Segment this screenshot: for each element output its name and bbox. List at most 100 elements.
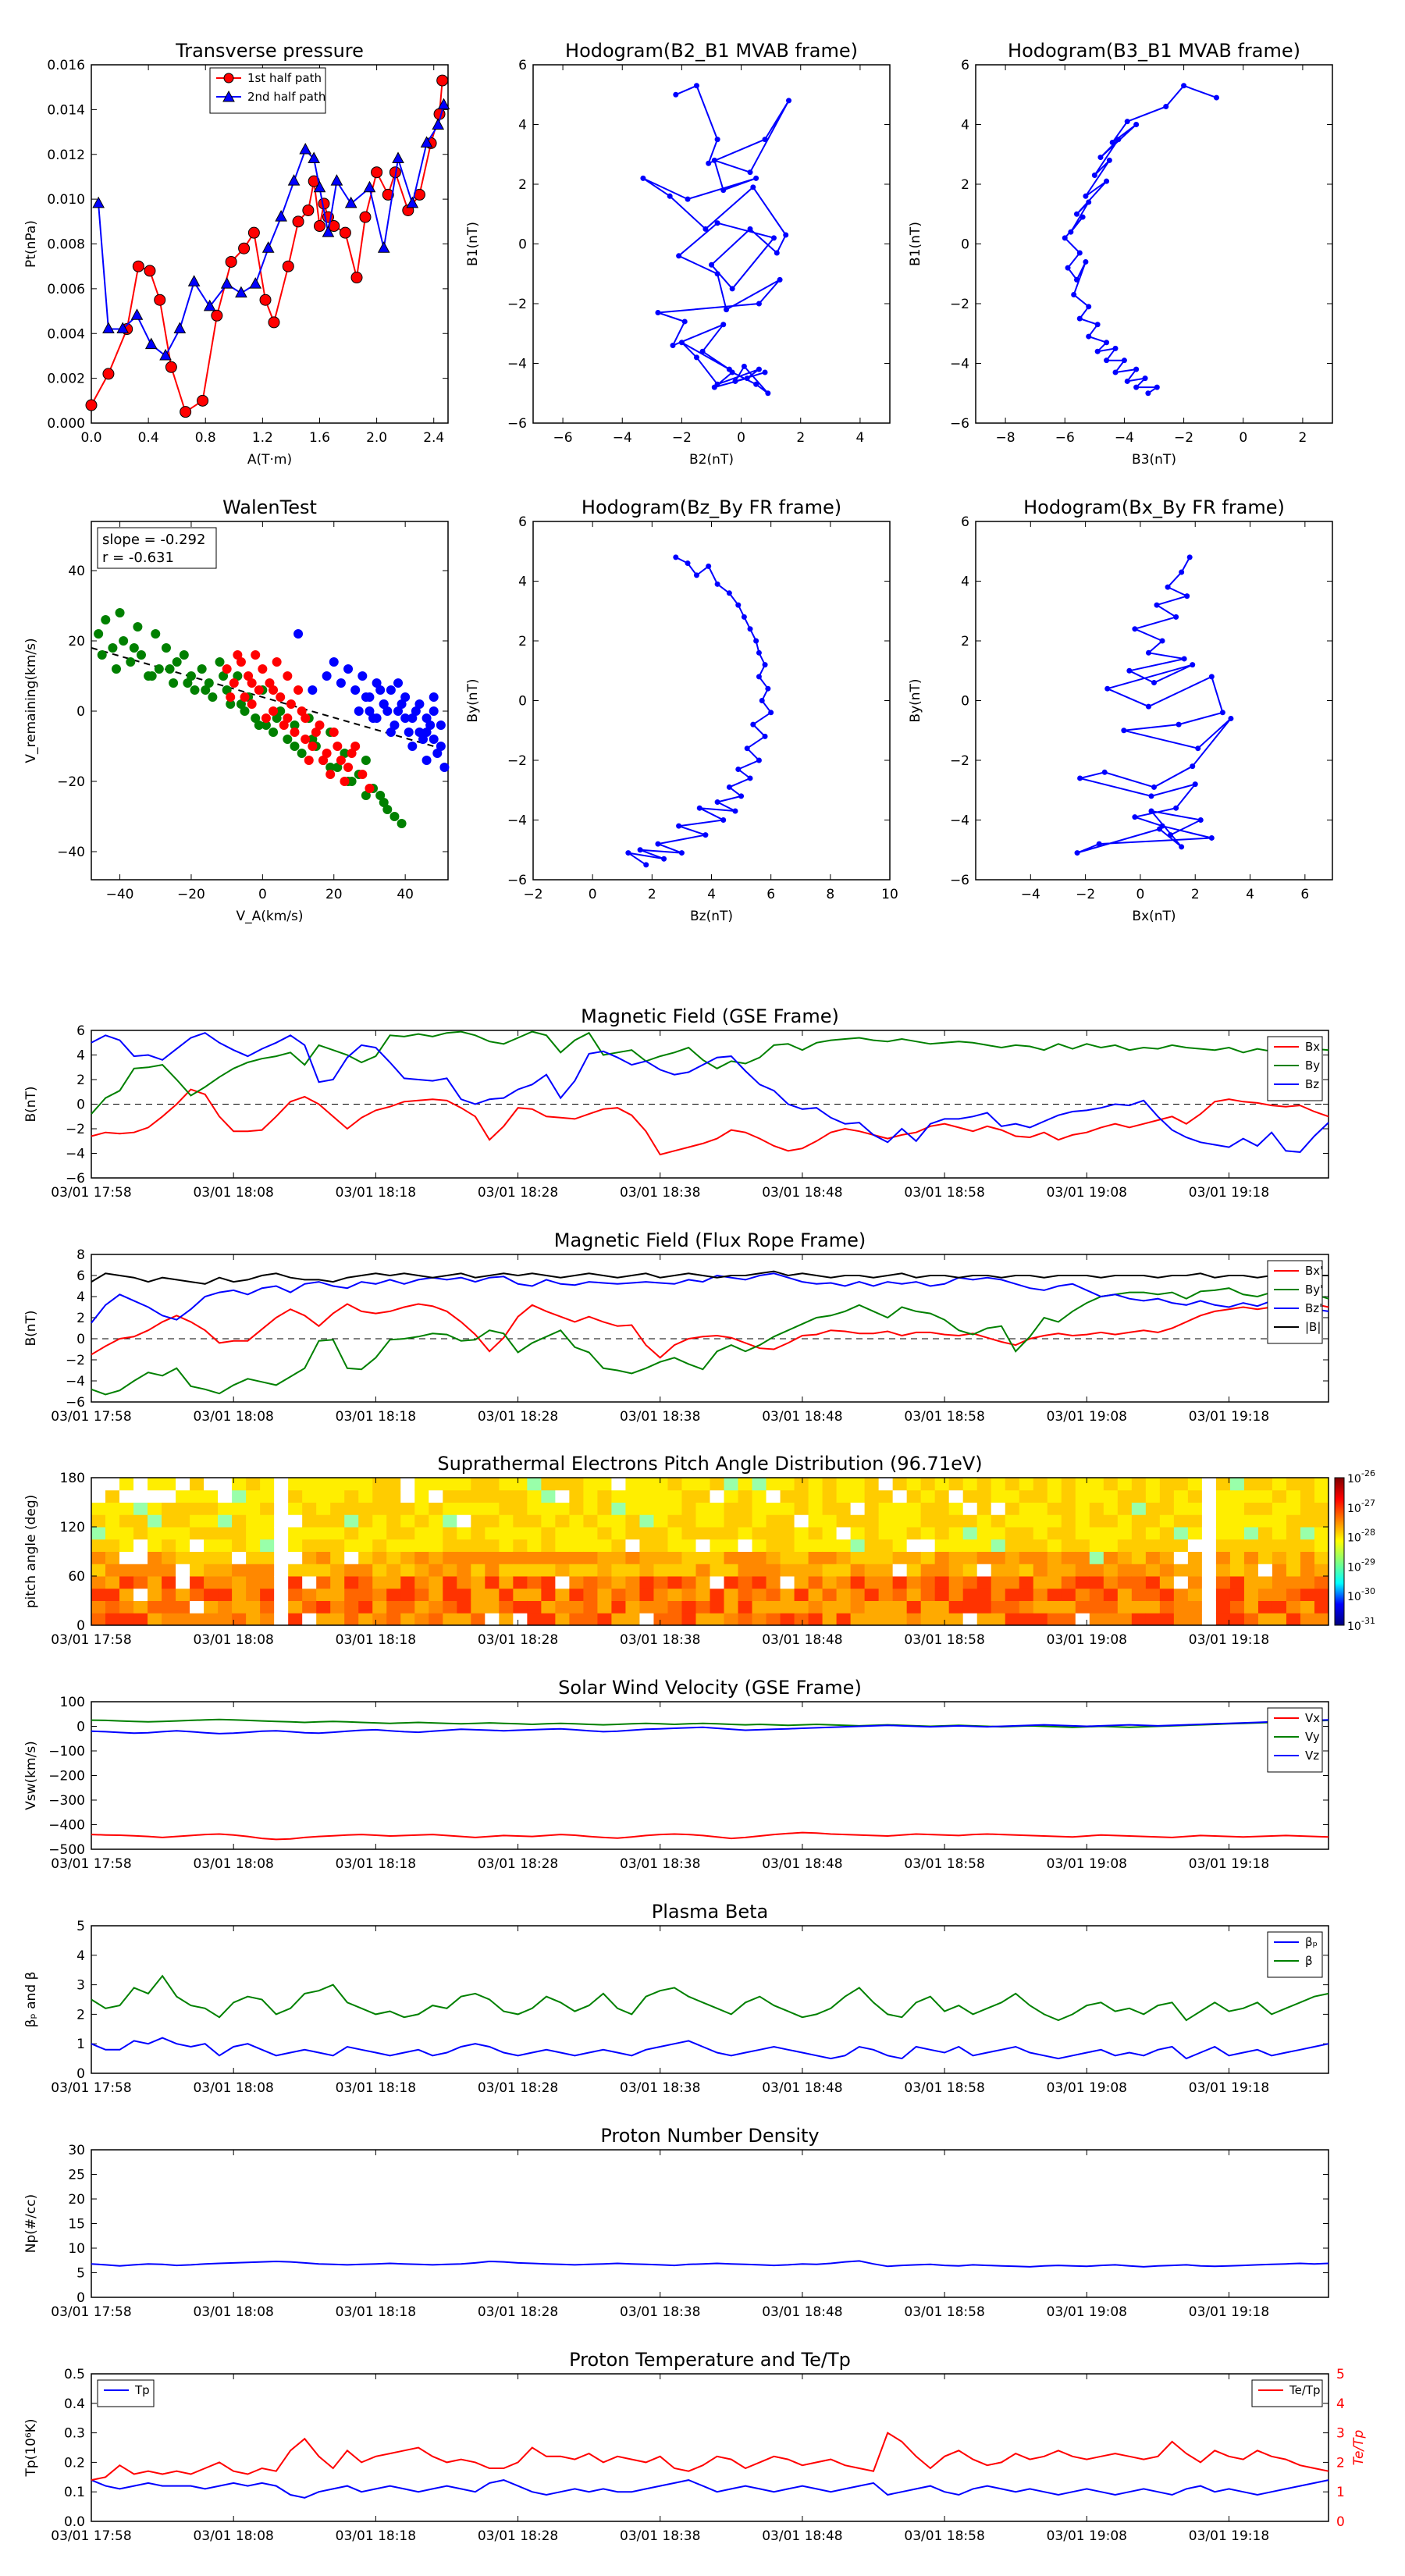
- heatmap-cell: [738, 1489, 753, 1503]
- legend-label: Bz': [1305, 1301, 1322, 1315]
- heatmap-cell: [1075, 1613, 1090, 1626]
- x-tick-label: 03/01 18:38: [620, 2080, 700, 2096]
- data-point: [714, 799, 720, 806]
- data-point: [729, 286, 735, 292]
- heatmap-cell: [920, 1478, 936, 1491]
- data-point: [343, 763, 354, 772]
- heatmap-cell: [934, 1502, 950, 1515]
- heatmap-cell: [822, 1613, 838, 1626]
- heatmap-cell: [274, 1478, 289, 1491]
- heatmap-cell: [330, 1539, 345, 1552]
- y-axis-label: V_remaining(km/s): [23, 638, 39, 763]
- data-point: [770, 235, 777, 241]
- heatmap-cell: [934, 1600, 950, 1614]
- heatmap-cell: [1201, 1613, 1217, 1626]
- heatmap-cell: [190, 1576, 205, 1589]
- heatmap-cell: [513, 1564, 528, 1577]
- data-point: [714, 271, 720, 277]
- heatmap-cell: [541, 1576, 556, 1589]
- heatmap-cell: [569, 1478, 584, 1491]
- heatmap-cell: [162, 1588, 176, 1601]
- heatmap-cell: [569, 1539, 584, 1552]
- data-point: [765, 685, 771, 692]
- heatmap-cell: [499, 1576, 514, 1589]
- heatmap-cell: [527, 1588, 542, 1601]
- data-point: [1148, 808, 1154, 814]
- heatmap-cell: [1047, 1588, 1062, 1601]
- heatmap-cell: [457, 1588, 471, 1601]
- heatmap-cell: [190, 1588, 205, 1601]
- data-point: [1065, 265, 1071, 271]
- data-point: [422, 713, 432, 723]
- heatmap-cell: [1243, 1478, 1259, 1491]
- heatmap-cell: [569, 1527, 584, 1540]
- data-point: [101, 615, 111, 624]
- heatmap-cell: [625, 1588, 640, 1601]
- heatmap-cell: [597, 1551, 612, 1564]
- heatmap-cell: [794, 1613, 809, 1626]
- data-point: [1157, 826, 1163, 832]
- series-By': [91, 1287, 1329, 1396]
- heatmap-cell: [1314, 1539, 1329, 1552]
- heatmap-cell: [485, 1489, 500, 1503]
- heatmap-cell: [1286, 1478, 1301, 1491]
- heatmap-cell: [1145, 1564, 1161, 1577]
- data-point: [1077, 775, 1083, 781]
- data-point: [1074, 850, 1080, 856]
- data-point: [379, 798, 389, 807]
- data-point: [389, 812, 400, 821]
- heatmap-cell: [176, 1551, 190, 1564]
- heatmap-cell: [1201, 1576, 1217, 1589]
- heatmap-cell: [808, 1600, 823, 1614]
- data-point: [1071, 292, 1077, 298]
- x-tick-label: 03/01 18:28: [478, 2304, 558, 2320]
- data-point: [183, 678, 193, 688]
- x-tick-label: 2: [796, 430, 805, 446]
- heatmap-cell: [1061, 1489, 1076, 1503]
- heatmap-cell: [499, 1478, 514, 1491]
- x-tick-label: −4: [1115, 430, 1134, 446]
- x-tick-label: 10: [881, 887, 898, 902]
- heatmap-cell: [1033, 1489, 1048, 1503]
- heatmap-cell: [934, 1551, 950, 1564]
- heatmap-cell: [119, 1600, 134, 1614]
- heatmap-cell: [148, 1588, 162, 1601]
- x-tick-label: 1.2: [252, 430, 273, 446]
- heatmap-cell: [766, 1588, 781, 1601]
- heatmap-cell: [667, 1502, 682, 1515]
- heatmap-cell: [583, 1564, 598, 1577]
- heatmap-cell: [358, 1527, 373, 1540]
- heatmap-cell: [1117, 1489, 1133, 1503]
- legend-label: Bx': [1305, 1264, 1323, 1278]
- heatmap-cell: [176, 1539, 190, 1552]
- heatmap-cell: [752, 1600, 767, 1614]
- heatmap-cell: [1005, 1502, 1020, 1515]
- data-point: [173, 322, 187, 334]
- heatmap-cell: [499, 1588, 514, 1601]
- heatmap-cell: [274, 1514, 289, 1528]
- legend-label: 2nd half path: [247, 90, 325, 104]
- heatmap-cell: [204, 1576, 219, 1589]
- heatmap-cell: [274, 1502, 289, 1515]
- heatmap-cell: [1201, 1551, 1217, 1564]
- heatmap-cell: [850, 1551, 866, 1564]
- heatmap-cell: [429, 1588, 443, 1601]
- heatmap-cell: [639, 1600, 654, 1614]
- heatmap-cell: [1187, 1514, 1203, 1528]
- legend-label: Bx: [1305, 1040, 1320, 1054]
- heatmap-cell: [836, 1564, 852, 1577]
- heatmap-cell: [555, 1588, 570, 1601]
- y-tick-label: 20: [68, 634, 85, 649]
- heatmap-cell: [513, 1613, 528, 1626]
- heatmap-cell: [232, 1502, 247, 1515]
- x-tick-label: 03/01 19:18: [1189, 1856, 1269, 1872]
- y-tick-label: −4: [66, 1374, 85, 1389]
- y-tick-label: 5: [76, 1919, 85, 1934]
- heatmap-cell: [330, 1613, 345, 1626]
- heatmap-cell: [1257, 1478, 1273, 1491]
- series-Vy: [91, 1718, 1329, 1728]
- heatmap-cell: [260, 1588, 275, 1601]
- heatmap-cell: [288, 1478, 303, 1491]
- x-tick-label: 6: [767, 887, 775, 902]
- heatmap-cell: [1047, 1613, 1062, 1626]
